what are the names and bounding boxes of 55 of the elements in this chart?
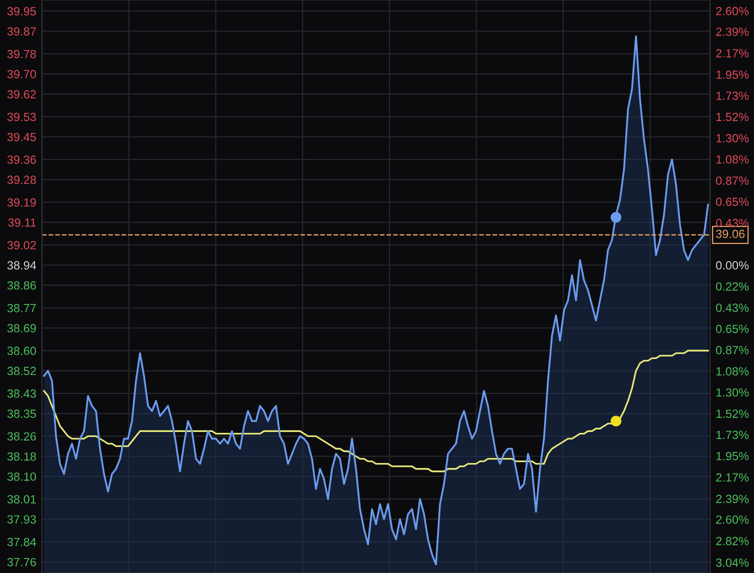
- y-tick-label: 37.76: [7, 558, 36, 566]
- y-tick-label: 39.62: [7, 90, 36, 98]
- y2-tick-label: 0.65%: [716, 324, 749, 334]
- y-tick-label: 39.28: [7, 176, 36, 184]
- y2-tick-label: 0.87%: [716, 346, 749, 354]
- y-tick-label: 38.43: [7, 389, 36, 398]
- y-tick-label: 38.77: [7, 304, 36, 312]
- y2-tick-label: 2.39%: [716, 494, 749, 504]
- y-tick-label: 38.01: [7, 495, 36, 504]
- y-tick-label: 37.93: [7, 515, 36, 524]
- y-tick-label: 38.10: [7, 472, 36, 481]
- y-tick-label: 38.35: [7, 410, 36, 418]
- y2-tick-label: 0.00%: [716, 261, 749, 270]
- y-tick-label: 38.86: [7, 281, 36, 290]
- y2-tick-label: 0.43%: [716, 218, 749, 228]
- y2-tick-label: 1.08%: [716, 367, 749, 376]
- y2-tick-label: 1.95%: [716, 452, 749, 460]
- y2-tick-label: 2.17%: [716, 473, 749, 482]
- y-tick-label: 38.69: [7, 324, 36, 332]
- y2-tick-label: 0.65%: [716, 198, 749, 206]
- y-tick-label: 39.70: [7, 70, 36, 78]
- y-tick-label: 38.94: [7, 261, 36, 270]
- y2-tick-label: 0.87%: [716, 176, 749, 185]
- y2-tick-label: 1.73%: [716, 92, 749, 100]
- y2-tick-label: 1.73%: [716, 430, 749, 440]
- y2-tick-label: 0.43%: [716, 304, 749, 312]
- y2-tick-label: 1.30%: [716, 134, 749, 142]
- y2-tick-label: 1.52%: [716, 410, 749, 418]
- y2-tick-label: 2.82%: [716, 536, 749, 546]
- y-tick-label: 39.53: [7, 112, 36, 122]
- y-tick-label: 37.84: [7, 538, 36, 546]
- y-tick-label: 39.78: [7, 50, 36, 58]
- y2-tick-label: 2.39%: [716, 28, 749, 36]
- y2-tick-label: 1.08%: [716, 155, 749, 164]
- y-tick-label: 39.95: [7, 7, 36, 16]
- line-series: [43, 350, 709, 472]
- y2-tick-label: 0.22%: [716, 282, 749, 291]
- y2-tick-label: 1.30%: [716, 388, 749, 397]
- y-tick-label: 39.36: [7, 156, 36, 164]
- y2-tick-label: 1.52%: [716, 112, 749, 122]
- y2-tick-label: 2.17%: [716, 49, 749, 58]
- y-tick-label: 39.02: [7, 241, 36, 250]
- y-tick-label: 39.45: [7, 132, 36, 142]
- y-tick-label: 38.60: [7, 346, 36, 356]
- y-tick-label: 39.19: [7, 198, 36, 207]
- ref-line-label: 39.06: [716, 230, 745, 238]
- y-tick-label: 38.26: [7, 432, 36, 441]
- y2-tick-label: 1.95%: [716, 70, 749, 79]
- y2-tick-label: 2.60%: [716, 515, 749, 524]
- y-tick-label: 38.52: [7, 366, 36, 376]
- y-tick-label: 38.18: [7, 452, 36, 461]
- y2-tick-label: 3.04%: [716, 558, 749, 567]
- y-tick-label: 39.87: [7, 27, 36, 36]
- y-tick-label: 39.11: [8, 218, 36, 227]
- y2-tick-label: 2.60%: [716, 6, 749, 16]
